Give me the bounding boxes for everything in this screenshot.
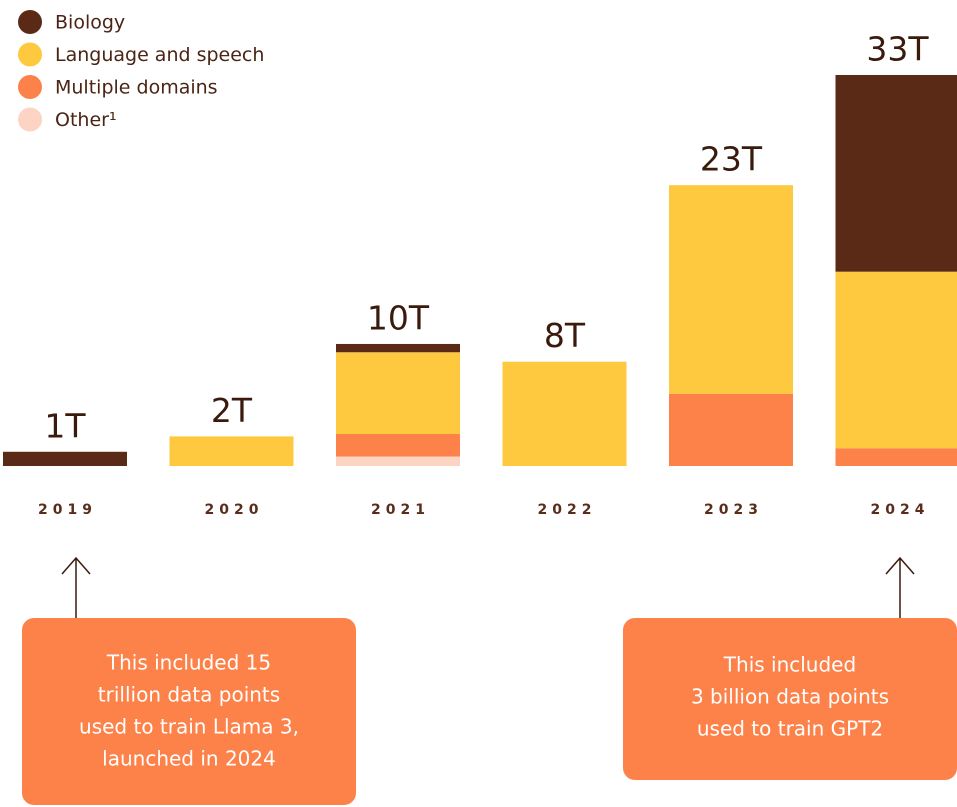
x-tick-label: 2020 xyxy=(205,502,264,518)
bar-segment xyxy=(336,343,460,353)
x-tick-label: 2019 xyxy=(38,502,97,518)
total-label: 2T xyxy=(211,391,253,430)
bar-segment xyxy=(502,361,627,466)
bar-segment xyxy=(835,448,957,466)
total-label: 33T xyxy=(866,30,929,69)
bar-segment xyxy=(835,271,957,449)
legend-label: Other¹ xyxy=(55,109,117,131)
legend-swatch xyxy=(18,42,42,67)
bar-segment xyxy=(169,436,294,466)
annotation-box xyxy=(22,618,356,805)
legend-swatch xyxy=(18,75,42,99)
annotation-text: trillion data points xyxy=(98,683,280,707)
annotation-box xyxy=(623,618,957,780)
legend-swatch xyxy=(18,10,42,34)
bar-segment xyxy=(3,451,127,466)
annotation-text: 3 billion data points xyxy=(691,685,889,709)
annotation-text: launched in 2024 xyxy=(102,747,276,771)
legend-label: Language and speech xyxy=(55,44,264,66)
x-tick-label: 2024 xyxy=(871,502,930,518)
arrows xyxy=(61,556,915,618)
total-label: 23T xyxy=(700,140,763,179)
bar-segment xyxy=(669,393,793,466)
annotation-text: This included 15 xyxy=(106,651,271,675)
annotation-text: This included xyxy=(723,653,856,677)
arrow xyxy=(885,556,915,618)
bar-segment xyxy=(336,434,460,457)
x-tick-label: 2021 xyxy=(371,502,430,518)
bar-segment xyxy=(835,75,957,272)
annotation-text: used to train Llama 3, xyxy=(79,715,299,739)
bar-segment xyxy=(336,456,460,466)
bar-segment xyxy=(669,185,793,394)
x-tick-label: 2023 xyxy=(704,502,763,518)
x-tick-label: 2022 xyxy=(538,502,597,518)
total-label: 1T xyxy=(44,406,86,445)
total-label: 8T xyxy=(544,316,586,355)
legend-swatch xyxy=(18,107,42,132)
arrow xyxy=(61,556,91,618)
total-label: 10T xyxy=(367,298,430,337)
bar-segment xyxy=(336,352,460,435)
annotation-text: used to train GPT2 xyxy=(697,717,883,741)
legend-label: Multiple domains xyxy=(55,77,218,99)
legend-label: Biology xyxy=(55,12,125,34)
